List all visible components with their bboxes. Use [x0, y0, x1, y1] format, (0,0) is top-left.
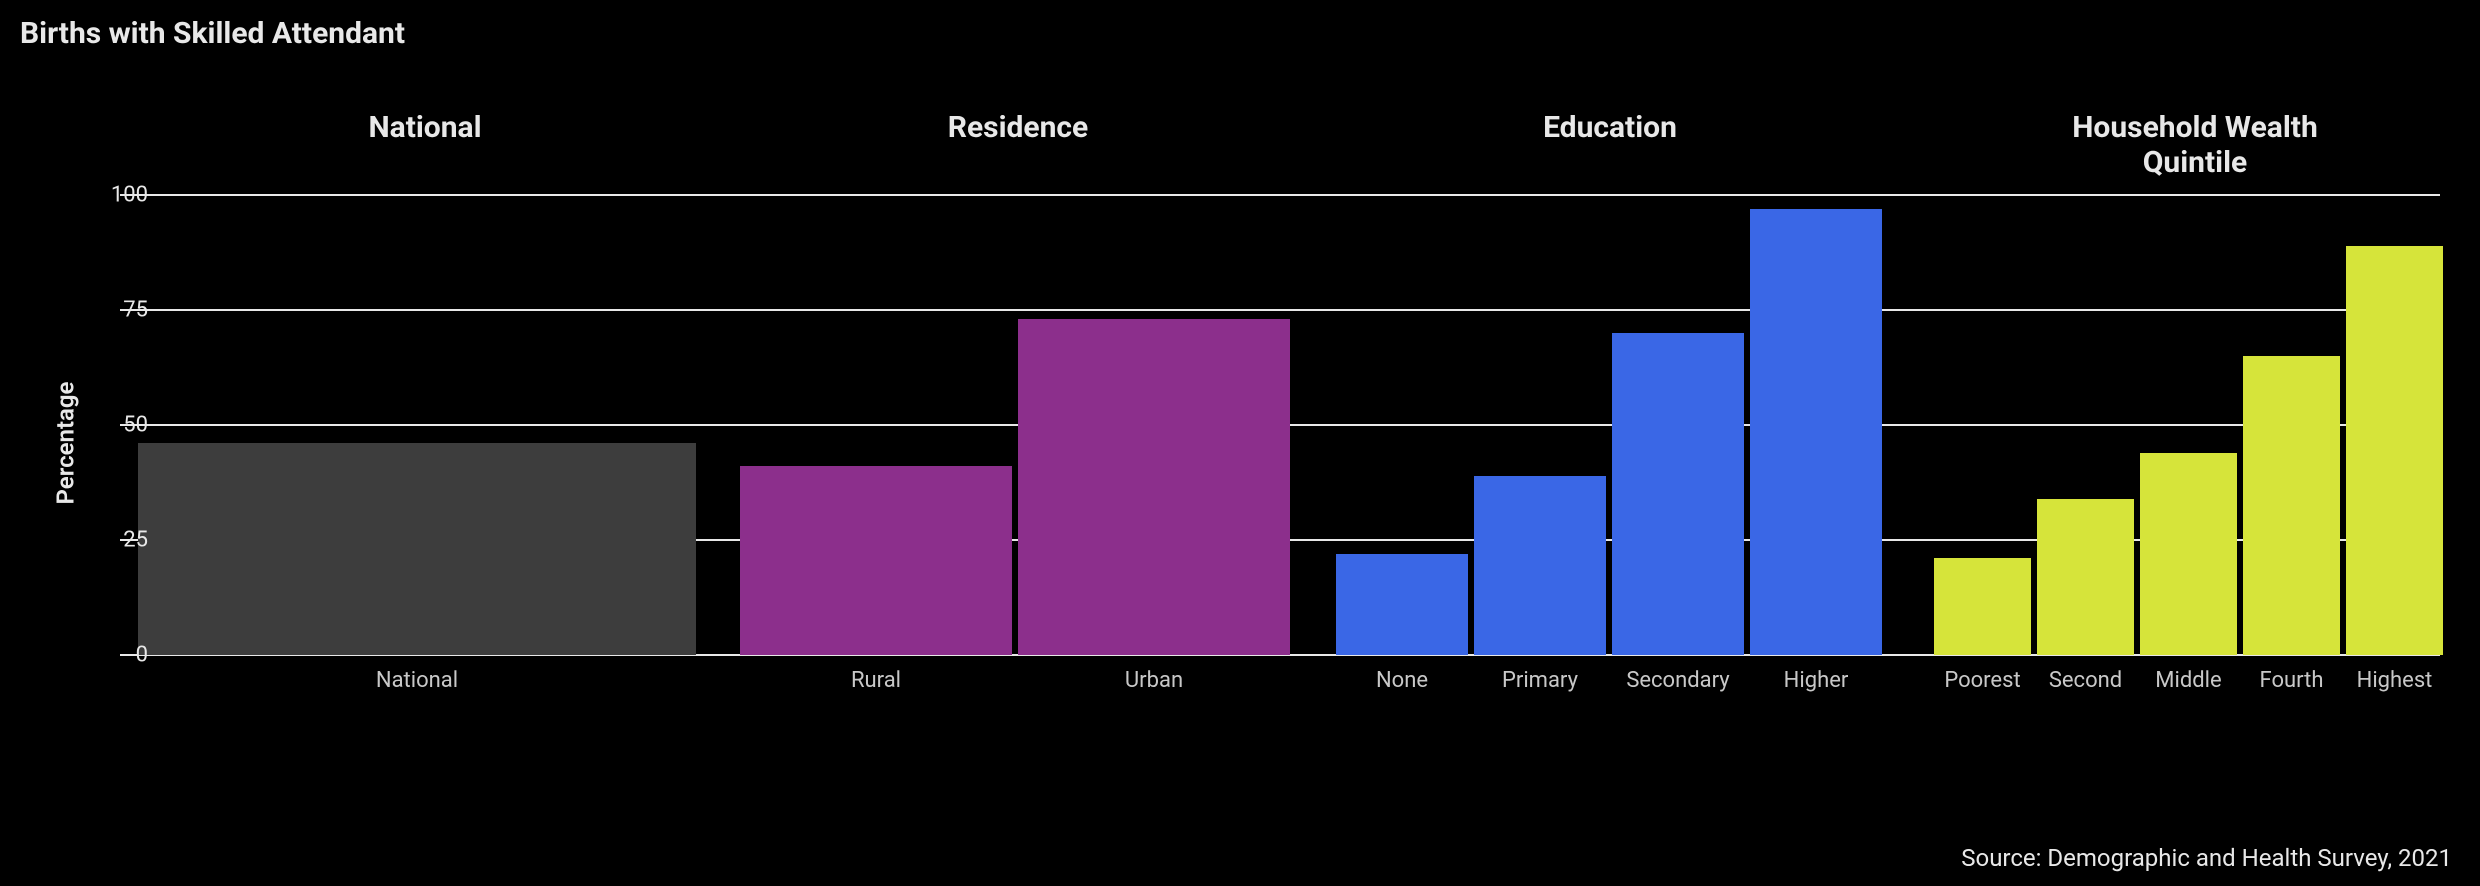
- panel-title: Household Wealth Quintile: [2053, 110, 2338, 180]
- bar: [1018, 319, 1290, 655]
- category-label: Rural: [851, 668, 901, 693]
- y-tick-label: 25: [88, 528, 148, 553]
- gridline: [120, 309, 2440, 311]
- plot-area: [120, 195, 2440, 655]
- panel-title: Residence: [948, 110, 1089, 145]
- bar: [1612, 333, 1744, 655]
- bar: [138, 443, 696, 655]
- y-tick-label: 75: [88, 298, 148, 323]
- bar: [2346, 246, 2443, 655]
- y-tick-label: 50: [88, 413, 148, 438]
- category-label: Poorest: [1944, 668, 2020, 693]
- y-tick-label: 0: [88, 643, 148, 668]
- bar: [2037, 499, 2134, 655]
- bar: [1750, 209, 1882, 655]
- category-label: National: [376, 668, 458, 693]
- y-axis-label: Percentage: [51, 382, 79, 505]
- category-label: Secondary: [1626, 668, 1729, 693]
- source-text: Source: Demographic and Health Survey, 2…: [1961, 844, 2452, 872]
- bar: [2140, 453, 2237, 655]
- bar: [1336, 554, 1468, 655]
- y-tick-label: 100: [88, 183, 148, 208]
- gridline: [120, 194, 2440, 196]
- bar: [1474, 476, 1606, 655]
- category-label: None: [1376, 668, 1428, 693]
- bar: [740, 466, 1012, 655]
- category-label: Highest: [2357, 668, 2433, 693]
- panel-title: Education: [1543, 110, 1677, 145]
- category-label: Primary: [1502, 668, 1578, 693]
- panel-title: National: [368, 110, 481, 145]
- bar: [1934, 558, 2031, 655]
- category-label: Middle: [2155, 668, 2221, 693]
- category-label: Urban: [1125, 668, 1183, 693]
- category-label: Higher: [1784, 668, 1849, 693]
- chart-title: Births with Skilled Attendant: [20, 16, 405, 51]
- category-label: Fourth: [2260, 668, 2324, 693]
- category-label: Second: [2049, 668, 2122, 693]
- bar: [2243, 356, 2340, 655]
